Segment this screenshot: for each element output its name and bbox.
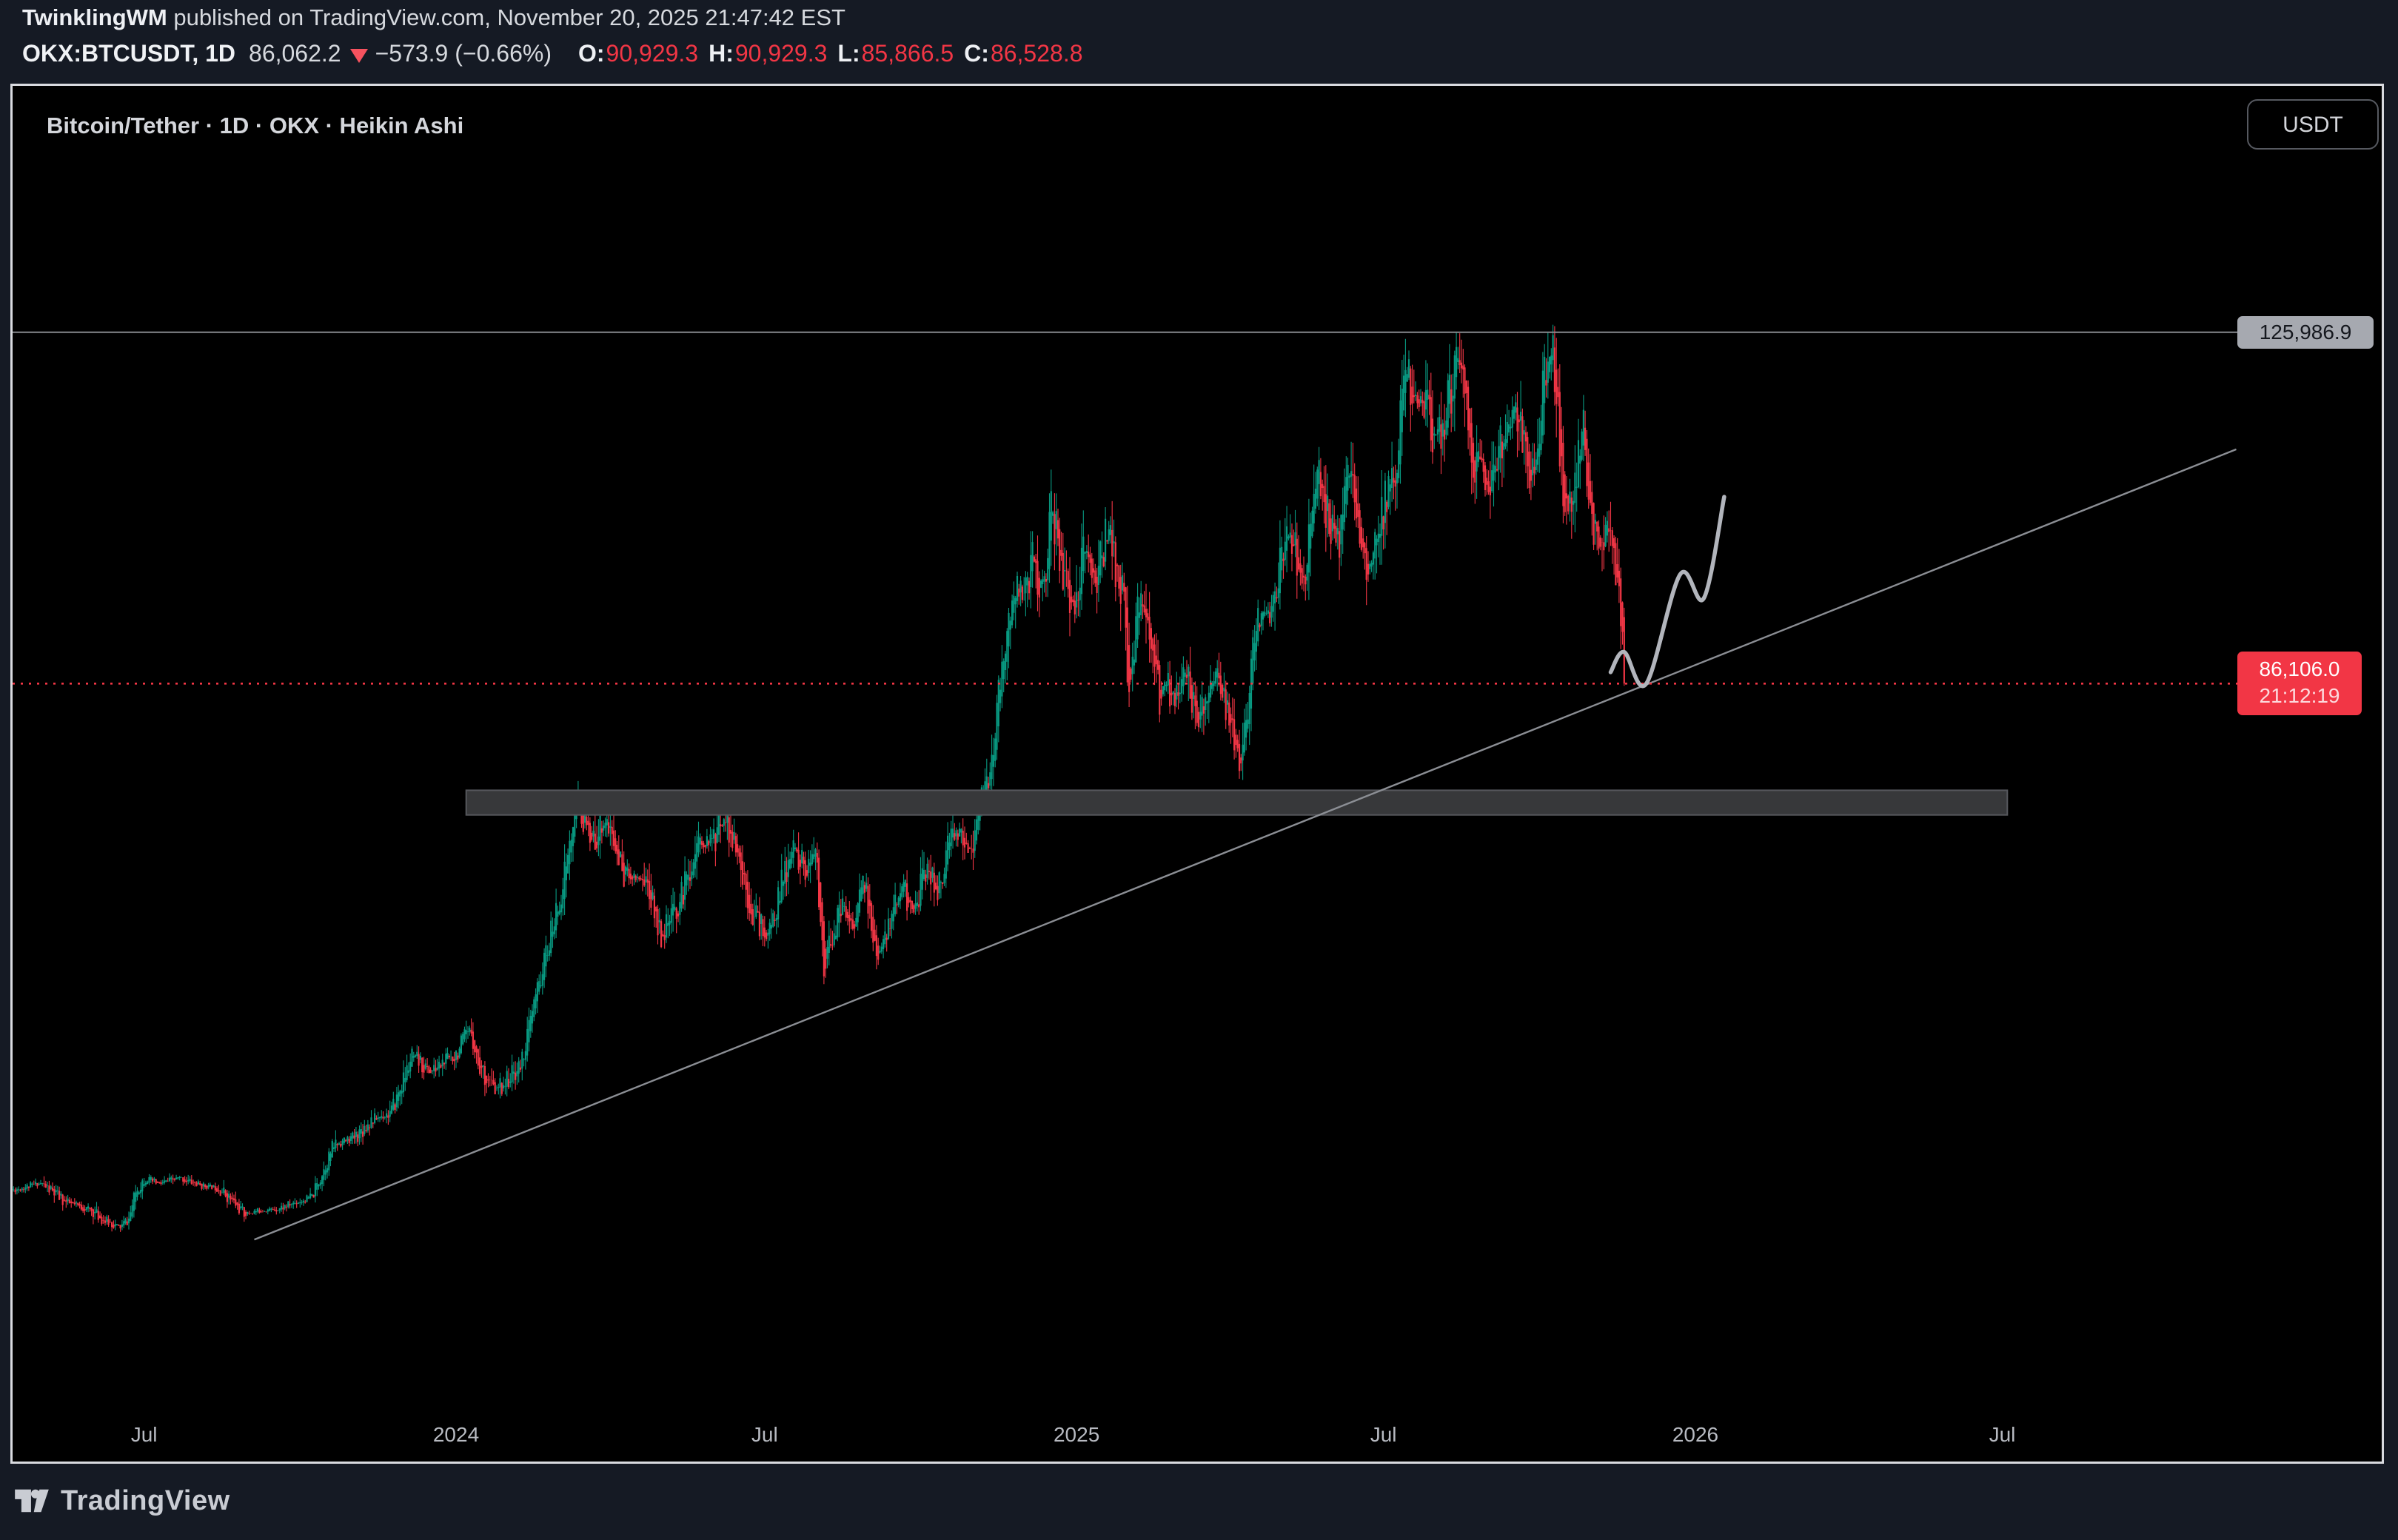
ath-price-text: 125,986.9 (2259, 320, 2352, 344)
time-tick-label: Jul (751, 1423, 778, 1446)
last-price: 86,062.2 (249, 40, 341, 67)
last-price-text: 86,106.0 (2259, 657, 2340, 681)
symbol-ohlc-bar: OKX:BTCUSDT, 1D 86,062.2 −573.9 (−0.66%)… (22, 40, 1083, 67)
author-name: TwinklingWM (22, 4, 167, 30)
resistance-box[interactable] (465, 789, 2009, 816)
close-label: C: (964, 40, 989, 67)
high-value: 90,929.3 (734, 40, 828, 67)
projection-brush-drawing[interactable] (1608, 495, 1727, 689)
low-label: L: (837, 40, 860, 67)
close-value: 86,528.8 (990, 40, 1083, 67)
candle-wicks-down (15, 326, 1625, 1232)
time-tick-label: 2024 (432, 1423, 480, 1446)
symbol-label: OKX:BTCUSDT, 1D (22, 40, 236, 67)
time-tick-label: 2026 (1672, 1423, 1719, 1446)
time-tick-label: 2025 (1053, 1423, 1100, 1446)
low-value: 85,866.5 (861, 40, 954, 67)
candle-bodies-up (13, 335, 1608, 1227)
open-value: 90,929.3 (606, 40, 699, 67)
bar-countdown-text: 21:12:19 (2259, 684, 2340, 708)
time-tick-label: Jul (1370, 1423, 1397, 1446)
ascending-trendline[interactable] (254, 448, 2237, 1241)
chart-canvas[interactable] (13, 86, 2384, 1463)
tradingview-logo-icon (15, 1489, 49, 1513)
candle-bodies-down (13, 347, 1625, 1229)
candle-wicks-up (13, 324, 1608, 1231)
high-label: H: (709, 40, 734, 67)
time-tick-label: Jul (130, 1423, 158, 1446)
last-price-badge: 86,106.0 21:12:19 (2237, 652, 2362, 716)
ath-price-badge: 125,986.9 (2237, 315, 2374, 349)
chart-title: Bitcoin/Tether · 1D · OKX · Heikin Ashi (47, 113, 464, 138)
down-triangle-icon (349, 49, 368, 63)
open-label: O: (577, 40, 605, 67)
tradingview-wordmark: TradingView (61, 1484, 230, 1516)
chart-panel: Bitcoin/Tether · 1D · OKX · Heikin Ashi … (10, 84, 2384, 1464)
byline-text: published on TradingView.com, November 2… (167, 4, 845, 30)
currency-toggle-button[interactable]: USDT (2247, 99, 2379, 150)
publish-byline: TwinklingWM published on TradingView.com… (22, 4, 845, 31)
footer-brand: TradingView (13, 1482, 230, 1519)
price-change: −573.9 (−0.66%) (375, 40, 552, 67)
time-tick-label: Jul (1989, 1423, 2016, 1446)
